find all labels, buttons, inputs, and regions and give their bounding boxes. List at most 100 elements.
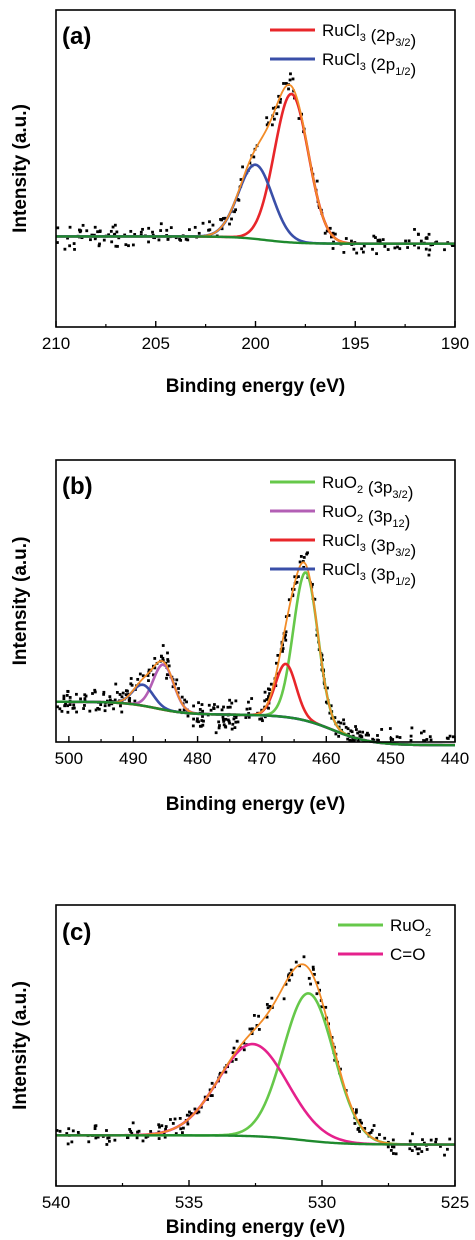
raw-data-point <box>350 739 354 743</box>
raw-data-point <box>375 1136 379 1140</box>
raw-data-point <box>203 1095 207 1099</box>
raw-data-point <box>284 630 288 634</box>
raw-data-point <box>72 703 76 707</box>
raw-data-point <box>277 94 281 98</box>
raw-data-point <box>75 710 78 714</box>
raw-data-point <box>272 117 276 121</box>
raw-data-point <box>197 720 200 724</box>
x-tick-label: 450 <box>376 749 404 768</box>
raw-data-point <box>129 1130 133 1133</box>
raw-data-point <box>180 695 184 699</box>
raw-data-point <box>231 1051 235 1055</box>
raw-data-point <box>163 1135 167 1139</box>
raw-data-point <box>102 692 106 696</box>
raw-data-point <box>265 1015 269 1019</box>
x-tick-label: 525 <box>441 1193 469 1212</box>
raw-data-point <box>82 707 85 710</box>
raw-data-point <box>309 982 312 986</box>
raw-data-point <box>371 247 374 251</box>
raw-data-point <box>182 1126 185 1130</box>
raw-data-point <box>324 1005 328 1009</box>
raw-data-point <box>376 238 380 242</box>
raw-data-point <box>263 699 267 703</box>
raw-data-point <box>107 233 111 237</box>
chart-panel-1: 210 205 200 195 190 (a) Binding energy (eV) Int… <box>10 9 469 397</box>
raw-data-point <box>376 734 379 737</box>
raw-data-point <box>242 1048 246 1052</box>
raw-data-point <box>354 1110 358 1114</box>
raw-data-point <box>371 737 375 741</box>
raw-data-point <box>166 651 169 655</box>
raw-data-point <box>141 227 144 231</box>
raw-data-point <box>261 719 264 723</box>
raw-data-point <box>56 705 59 709</box>
raw-data-point <box>416 232 420 236</box>
raw-data-point <box>128 1128 132 1131</box>
raw-data-point <box>355 251 359 255</box>
raw-data-point <box>406 246 410 249</box>
raw-data-point <box>275 661 278 665</box>
raw-data-point <box>293 575 297 579</box>
raw-data-point <box>271 106 275 110</box>
raw-data-point <box>289 72 292 76</box>
raw-data-point <box>234 716 238 719</box>
raw-data-point <box>169 226 173 230</box>
raw-data-point <box>302 565 306 569</box>
raw-data-point <box>211 223 215 227</box>
raw-data-point <box>372 234 376 238</box>
raw-data-point <box>325 229 329 233</box>
raw-data-point <box>381 238 385 241</box>
raw-data-point <box>161 656 165 660</box>
x-tick-label: 210 <box>42 334 70 353</box>
raw-data-point <box>234 1058 238 1061</box>
raw-data-point <box>324 1017 327 1021</box>
raw-data-point <box>267 695 270 698</box>
raw-data-point <box>407 239 411 243</box>
raw-data-point <box>282 997 286 1001</box>
raw-data-point <box>291 77 295 81</box>
raw-data-point <box>413 243 416 247</box>
raw-data-point <box>297 575 300 579</box>
raw-data-point <box>55 1129 59 1132</box>
raw-data-point <box>184 237 188 241</box>
raw-data-point <box>346 727 350 731</box>
raw-data-point <box>372 1124 376 1127</box>
raw-data-point <box>360 735 364 739</box>
raw-data-point <box>435 240 439 244</box>
raw-data-point <box>445 736 449 740</box>
raw-data-point <box>210 1081 214 1085</box>
x-tick-label: 530 <box>308 1193 336 1212</box>
raw-data-point <box>214 731 218 735</box>
raw-data-point <box>328 711 332 715</box>
raw-data-point <box>353 1122 357 1125</box>
raw-data-point <box>265 698 269 701</box>
raw-data-point <box>93 237 97 241</box>
raw-data-point <box>302 556 306 559</box>
raw-data-point <box>113 223 117 227</box>
raw-data-point <box>291 594 295 598</box>
raw-data-point <box>410 726 414 730</box>
raw-data-point <box>217 720 221 724</box>
x-tick-label: 200 <box>241 334 269 353</box>
raw-data-point <box>56 241 59 244</box>
raw-data-point <box>218 724 221 727</box>
raw-data-point <box>196 717 199 721</box>
raw-data-point <box>244 716 248 719</box>
raw-data-point <box>87 1140 91 1144</box>
raw-data-point <box>328 226 332 230</box>
raw-data-point <box>266 1006 270 1010</box>
raw-data-point <box>208 220 211 224</box>
raw-data-point <box>153 657 157 660</box>
raw-data-point <box>165 676 168 680</box>
raw-data-point <box>119 704 122 708</box>
raw-data-point <box>334 732 338 736</box>
raw-data-point <box>376 738 379 742</box>
x-tick-label: 440 <box>441 749 469 768</box>
series-line-1 <box>56 571 456 747</box>
raw-data-point <box>349 729 353 733</box>
raw-data-point <box>358 734 362 738</box>
raw-data-point <box>178 708 182 712</box>
raw-data-point <box>96 1135 100 1139</box>
raw-data-point <box>392 1145 396 1149</box>
